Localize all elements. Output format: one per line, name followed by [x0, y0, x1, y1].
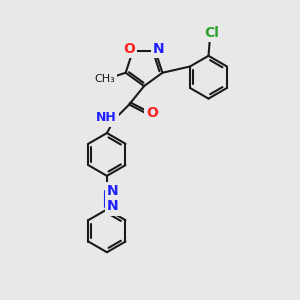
Text: O: O — [146, 106, 158, 120]
Text: N: N — [107, 200, 119, 214]
Text: NH: NH — [96, 111, 116, 124]
Text: N: N — [153, 42, 165, 56]
Text: O: O — [123, 42, 135, 56]
Text: N: N — [107, 184, 119, 198]
Text: Cl: Cl — [204, 26, 219, 40]
Text: CH₃: CH₃ — [94, 74, 115, 84]
